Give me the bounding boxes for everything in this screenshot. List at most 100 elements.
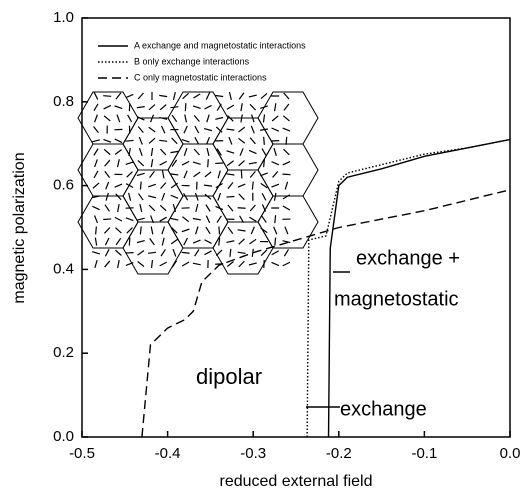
spin-arrow: [93, 148, 99, 156]
spin-arrow: [115, 227, 122, 234]
y-tick-label: 0.8: [53, 93, 74, 110]
spin-arrow: [94, 159, 98, 168]
spin-arrow: [284, 181, 289, 190]
spin-arrow: [273, 147, 277, 157]
spin-arrow: [238, 160, 245, 167]
hexagon: [257, 91, 319, 145]
spin-arrow: [125, 93, 134, 99]
spin-arrow: [159, 204, 167, 212]
spin-arrow: [205, 92, 211, 100]
spin-arrow: [274, 103, 277, 112]
annotation: exchange +: [356, 247, 460, 269]
spin-arrow: [170, 238, 179, 245]
spin-arrow: [205, 204, 211, 212]
spin-arrow: [218, 237, 221, 246]
spin-arrow: [93, 170, 99, 179]
spin-arrow: [282, 194, 291, 200]
spin-arrow: [139, 203, 143, 213]
spin-arrow: [104, 248, 110, 257]
spin-arrow: [238, 137, 246, 144]
spin-arrow: [217, 192, 222, 201]
spin-arrow: [116, 114, 121, 123]
annotation: magnetostatic: [334, 288, 459, 310]
y-tick-label: 0.2: [53, 344, 74, 361]
spin-arrow: [207, 159, 209, 168]
spin-arrow: [284, 226, 289, 235]
spin-arrow: [249, 170, 256, 178]
spin-arrow: [137, 193, 144, 201]
spin-arrow: [192, 105, 201, 110]
spin-arrow: [238, 126, 246, 133]
spin-arrow: [274, 215, 277, 224]
spin-arrow: [192, 161, 201, 165]
spin-arrow: [249, 238, 257, 245]
spin-arrow: [182, 216, 190, 223]
spin-arrow: [205, 136, 211, 145]
spin-arrow: [104, 170, 111, 178]
spin-arrow: [172, 203, 177, 213]
x-tick-label: 0.0: [500, 445, 521, 462]
legend-label: C only magnetostatic interactions: [134, 72, 267, 82]
spin-arrow: [205, 226, 211, 235]
spin-arrow: [227, 115, 234, 122]
spin-arrow: [218, 226, 221, 235]
spin-arrow: [126, 171, 133, 178]
spin-arrow: [137, 250, 145, 256]
legend-label: B only exchange interactions: [134, 56, 250, 66]
spin-arrow: [206, 147, 210, 157]
spin-arrow: [238, 260, 245, 268]
spin-arrow: [128, 103, 131, 112]
spin-arrow: [103, 95, 112, 97]
spin-arrow: [237, 251, 246, 255]
spin-arrow: [159, 116, 168, 120]
spin-arrow: [117, 203, 120, 213]
spin-arrow: [271, 183, 280, 188]
spin-arrow: [93, 215, 99, 224]
annotation: exchange: [340, 398, 427, 420]
spin-arrow: [260, 105, 268, 109]
spin-arrow: [193, 114, 200, 122]
spin-arrow: [138, 136, 143, 145]
spin-arrow: [248, 161, 257, 165]
spin-arrow: [171, 227, 178, 234]
spin-arrow: [103, 148, 111, 156]
spin-arrow: [260, 227, 268, 234]
spin-arrow: [170, 106, 179, 109]
spin-arrow: [181, 160, 190, 166]
plot-frame: [81, 17, 511, 438]
spin-arrow: [115, 237, 122, 246]
spin-arrow: [104, 260, 111, 268]
spin-arrow: [228, 91, 232, 101]
spin-arrow: [226, 261, 234, 267]
spin-arrow: [193, 148, 200, 156]
spin-arrow: [263, 136, 265, 145]
inset-lattice: [77, 91, 319, 275]
spin-arrow: [159, 94, 168, 98]
spin-arrow: [95, 226, 97, 235]
x-tick-label: -0.5: [69, 445, 95, 462]
spin-arrow: [203, 127, 213, 132]
spin-arrow: [93, 126, 99, 134]
spin-arrow: [115, 193, 122, 201]
spin-arrow: [273, 226, 278, 235]
spin-arrow: [263, 159, 265, 168]
spin-arrow: [159, 139, 168, 142]
spin-arrow: [170, 194, 179, 199]
spin-arrow: [226, 160, 234, 167]
spin-arrow: [260, 182, 268, 189]
legend-label: A exchange and magnetostatic interaction…: [134, 40, 306, 50]
spin-arrow: [148, 183, 156, 188]
spin-arrow: [215, 94, 224, 98]
spin-arrow: [103, 218, 112, 221]
spin-arrow: [193, 171, 201, 178]
spin-arrow: [125, 262, 134, 266]
spin-arrow: [136, 172, 145, 177]
spin-arrow: [105, 181, 110, 190]
spin-arrow: [139, 181, 142, 190]
spin-arrow: [183, 237, 188, 246]
spin-arrow: [128, 147, 131, 157]
spin-arrow: [271, 250, 279, 256]
spin-arrow: [136, 106, 145, 109]
spin-arrow: [238, 92, 245, 100]
spin-arrow: [216, 103, 222, 111]
